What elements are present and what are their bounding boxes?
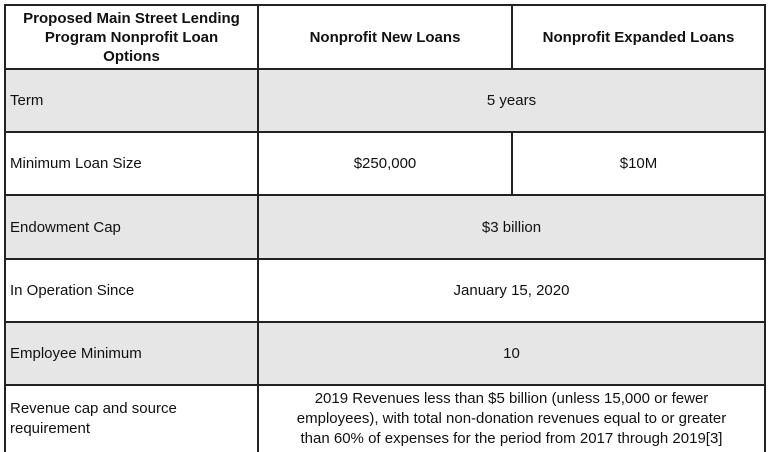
header-title-line: Options [103,47,160,65]
row-label: Term [10,92,44,109]
row-label: Minimum Loan Size [10,155,142,172]
row-value-employee-minimum: 10 [257,321,766,384]
row-label-endowment-cap: Endowment Cap [4,194,257,258]
row-label-line: Revenue cap and source [10,400,177,417]
row-label-line: requirement [10,420,91,437]
row-value-endowment-cap: $3 billion [257,194,766,258]
header-title-line: Proposed Main Street Lending [23,9,240,27]
row-label-term: Term [4,68,257,131]
header-title-cell: Proposed Main Street Lending Program Non… [4,4,257,68]
row-label: Employee Minimum [10,345,142,362]
row-value-line: 2019 Revenues less than $5 billion (unle… [314,390,709,407]
header-expanded-loans: Nonprofit Expanded Loans [511,4,766,68]
row-value: January 15, 2020 [453,282,570,299]
row-value-revenue-cap: 2019 Revenues less than $5 billion (unle… [257,384,766,452]
header-new-loans-label: Nonprofit New Loans [309,28,461,46]
row-label-employee-minimum: Employee Minimum [4,321,257,384]
header-expanded-loans-label: Nonprofit Expanded Loans [542,28,735,46]
header-new-loans: Nonprofit New Loans [257,4,511,68]
row-value-in-operation: January 15, 2020 [257,258,766,321]
row-value-term: 5 years [257,68,766,131]
row-value-minimum-loan-new: $250,000 [257,131,511,194]
row-value: $3 billion [481,218,542,236]
row-value-minimum-loan-expanded: $10M [511,131,766,194]
header-title-line: Program Nonprofit Loan [44,28,219,46]
row-value: 10 [503,345,520,362]
row-value: 5 years [486,92,537,109]
row-value: $10M [619,155,658,172]
row-value-line: employees), with total non-donation reve… [296,410,727,427]
row-label-minimum-loan: Minimum Loan Size [4,131,257,194]
row-label: Endowment Cap [10,218,121,236]
row-label-revenue-cap: Revenue cap and source requirement [4,384,257,452]
row-value: $250,000 [353,155,417,172]
row-value-line: than 60% of expenses for the period from… [300,430,723,447]
row-label-in-operation: In Operation Since [4,258,257,321]
row-label: In Operation Since [10,282,135,299]
